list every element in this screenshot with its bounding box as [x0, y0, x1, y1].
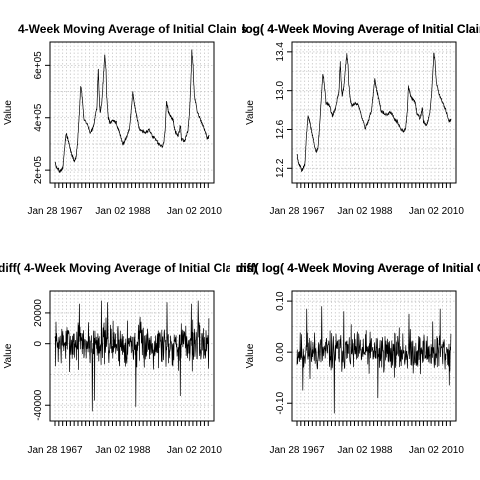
y-tick-label: 0.00 [275, 342, 286, 362]
y-tick-label: 20000 [33, 299, 44, 327]
series-line [296, 306, 452, 414]
y-axis-label: Value [3, 343, 14, 368]
chart-title: diff( 4-Week Moving Average of Initial C… [0, 261, 257, 275]
chart-panel-1: 2e+05 4e+05 6e+05 Jan 28 1967 Jan 02 1988 Jan… [3, 22, 247, 217]
x-tick-label: Jan 02 1988 [337, 206, 392, 217]
y-tick-label: -40000 [33, 389, 44, 421]
y-axis-label: Value [245, 100, 256, 125]
x-tick-label: Jan 28 1967 [269, 445, 324, 456]
x-tick-label: Jan 02 1988 [95, 206, 150, 217]
y-tick-label: 0.10 [275, 291, 286, 311]
x-tick-label: Jan 02 1988 [95, 445, 150, 456]
chart-title: 4-Week Moving Average of Initial Claims [18, 22, 247, 36]
y-tick-label: 12.6 [275, 119, 286, 139]
chart-title: log( 4-Week Moving Average of Initial Cl… [242, 22, 480, 36]
series-line [296, 52, 452, 172]
chart-panel-4: -0.10 0.00 0.10 Jan 28 1967 Jan 02 1988 Jan 0… [236, 261, 480, 456]
title-mask [236, 20, 242, 38]
y-tick-label: 13.4 [275, 42, 286, 62]
x-tick-label: Jan 28 1967 [269, 206, 324, 217]
series-line [54, 300, 210, 412]
chart-title: log( 4-Week Moving Average of Initial Cl… [242, 22, 480, 36]
chart-panel-3: -40000 0 20000 Jan 28 1967 Jan 02 1988 Jan 02… [0, 261, 257, 456]
x-tick-label: Jan 28 1967 [27, 445, 82, 456]
y-tick-label: 12.2 [275, 158, 286, 178]
series-line [54, 49, 210, 173]
x-tick-label: Jan 02 2010 [409, 445, 464, 456]
x-tick-label: Jan 02 2010 [409, 206, 464, 217]
y-tick-label: 0 [33, 340, 44, 346]
x-tick-label: Jan 02 2010 [167, 445, 222, 456]
chart-panel-2: 12.2 12.6 13.0 13.4 Jan 28 1967 Jan 02 1988 Ja… [242, 22, 480, 217]
y-tick-label: 4e+05 [33, 103, 44, 132]
y-tick-label: 2e+05 [33, 156, 44, 185]
y-tick-label: 6e+05 [33, 51, 44, 80]
edge-mask [478, 0, 480, 480]
chart-title: diff( log( 4-Week Moving Average of Init… [236, 261, 480, 275]
x-tick-label: Jan 02 1988 [337, 445, 392, 456]
y-tick-label: -0.10 [275, 391, 286, 414]
x-tick-label: Jan 28 1967 [27, 206, 82, 217]
y-axis-label: Value [3, 100, 14, 125]
title-mask [230, 259, 236, 277]
x-tick-label: Jan 02 2010 [167, 206, 222, 217]
y-axis-label: Value [245, 343, 256, 368]
chart-title: diff( log( 4-Week Moving Average of Init… [236, 261, 480, 275]
y-tick-label: 13.0 [275, 80, 286, 100]
